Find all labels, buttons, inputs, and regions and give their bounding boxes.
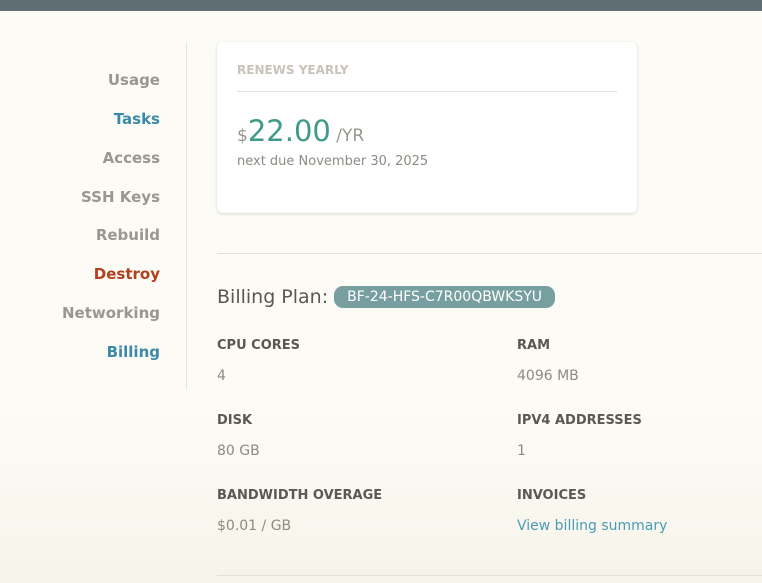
renewal-title: RENEWS YEARLY (237, 63, 349, 77)
view-billing-summary-link[interactable]: View billing summary (517, 518, 668, 534)
price: $22.00 /YR (237, 114, 364, 148)
billing-plan-badge: BF-24-HFS-C7R00QBWKSYU (334, 286, 556, 308)
billing-plan: Billing Plan: BF-24-HFS-C7R00QBWKSYU (217, 286, 556, 308)
ipv4-value: 1 (517, 443, 526, 459)
sidebar-item-destroy[interactable]: Destroy (93, 265, 160, 283)
sidebar-item-billing[interactable]: Billing (106, 343, 160, 361)
sidebar-item-rebuild[interactable]: Rebuild (95, 226, 160, 244)
bandwidth-overage-value: $0.01 / GB (217, 518, 292, 534)
divider (217, 253, 762, 254)
disk-value: 80 GB (217, 443, 260, 459)
bandwidth-overage-label: BANDWIDTH OVERAGE (217, 488, 383, 503)
invoices-label: INVOICES (517, 488, 587, 503)
ram-value: 4096 MB (517, 368, 579, 384)
divider (237, 91, 617, 92)
ram-label: RAM (517, 338, 551, 353)
sidebar-item-networking[interactable]: Networking (62, 304, 160, 322)
price-amount: 22.00 (247, 114, 331, 148)
cpu-cores-label: CPU CORES (217, 338, 300, 353)
ipv4-label: IPV4 ADDRESSES (517, 413, 642, 428)
cpu-cores-value: 4 (217, 368, 226, 384)
renewal-card: RENEWS YEARLY $22.00 /YR next due Novemb… (217, 42, 637, 213)
sidebar-nav: Usage Tasks Access SSH Keys Rebuild Dest… (0, 42, 187, 390)
sidebar-item-tasks[interactable]: Tasks (113, 110, 160, 128)
sidebar-item-access[interactable]: Access (102, 149, 160, 167)
top-bar (0, 0, 762, 11)
price-period: /YR (336, 126, 365, 146)
sidebar-item-usage[interactable]: Usage (107, 71, 160, 89)
next-due-date: next due November 30, 2025 (237, 154, 429, 169)
sidebar-item-ssh-keys[interactable]: SSH Keys (81, 188, 160, 206)
divider (217, 575, 762, 576)
currency: $ (237, 126, 248, 146)
disk-label: DISK (217, 413, 253, 428)
billing-plan-label: Billing Plan: (217, 286, 329, 308)
